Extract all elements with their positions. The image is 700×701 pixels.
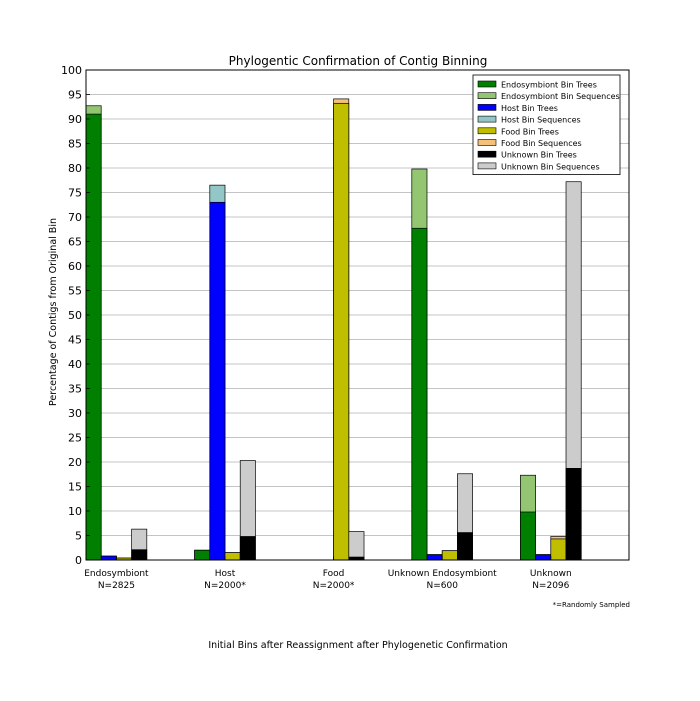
- bar-endosymbiont-bin-trees: [85, 113, 102, 561]
- x-tick-label: Unknown Endosymbiont: [388, 569, 497, 579]
- bar-endosymbiont-bin-trees: [520, 511, 536, 561]
- footnote: *=Randomly Sampled: [553, 601, 630, 609]
- y-tick-label: 60: [68, 260, 82, 273]
- x-tick-sublabel: N=2000*: [204, 581, 246, 591]
- x-tick-label: Food: [323, 569, 345, 579]
- y-tick-label: 95: [68, 89, 82, 102]
- legend-label: Host Bin Sequences: [501, 116, 581, 125]
- bars: [85, 98, 582, 561]
- bar-food-bin-trees: [550, 538, 567, 561]
- bar-unknown-bin-trees: [457, 532, 473, 561]
- bar-host-bin-trees: [209, 201, 226, 561]
- y-tick-label: 10: [68, 505, 82, 518]
- bar-endosymbiont-bin-trees: [411, 227, 428, 561]
- bar-food-bin-trees: [333, 102, 350, 561]
- legend-swatch: [477, 162, 497, 170]
- y-tick-label: 80: [68, 162, 82, 175]
- y-tick-label: 25: [68, 432, 82, 445]
- x-tick-label: Unknown: [530, 569, 572, 579]
- legend-swatch: [477, 80, 497, 88]
- legend-label: Unknown Bin Trees: [501, 151, 577, 160]
- x-tick-sublabel: N=2000*: [313, 581, 355, 591]
- y-tick-label: 70: [68, 211, 82, 224]
- y-axis-label: Percentage of Contigs from Original Bin: [48, 218, 59, 406]
- legend-swatch: [477, 104, 497, 111]
- x-tick-sublabel: N=2825: [98, 581, 135, 591]
- y-tick-label: 90: [68, 113, 82, 126]
- bar-endosymbiont-bin-trees: [194, 549, 211, 561]
- y-tick-label: 0: [75, 554, 82, 567]
- legend-label: Food Bin Sequences: [501, 139, 582, 148]
- y-tick-label: 5: [75, 530, 82, 543]
- gridlines: [86, 94, 629, 536]
- legend-label: Food Bin Trees: [501, 127, 559, 136]
- plot-frame: [85, 69, 630, 561]
- bar-food-bin-trees: [224, 552, 241, 561]
- y-tick-label: 35: [68, 383, 82, 396]
- x-tick-label: Host: [215, 569, 236, 579]
- y-tick-label: 30: [68, 407, 82, 420]
- y-tick-labels: 0 5 10 15 20 25 30 35 40 45 50 55 60 65 70 75 80 85 90 95 10…: [61, 64, 90, 567]
- y-tick-label: 65: [68, 236, 82, 249]
- legend-box: [472, 74, 621, 175]
- x-axis-label: Initial Bins after Reassignment after Ph…: [208, 640, 507, 651]
- legend-swatch: [477, 127, 497, 135]
- legend-swatch: [477, 115, 497, 123]
- y-tick-label: 100: [61, 64, 82, 77]
- y-tick-label: 55: [68, 285, 82, 298]
- y-tick-label: 40: [68, 358, 82, 371]
- y-tick-label: 15: [68, 481, 82, 494]
- bar-unknown-bin-trees: [131, 549, 148, 561]
- bar-host-bin-trees: [100, 555, 117, 561]
- y-tick-label: 85: [68, 138, 82, 151]
- x-tick-labels: Endosymbiont N=2825 Host N=2000* Food N=2000*…: [84, 556, 572, 591]
- y-tick-label: 50: [68, 309, 82, 322]
- bar-unknown-bin-trees: [239, 536, 256, 561]
- legend-label: Endosymbiont Bin Sequences: [501, 92, 620, 101]
- bar-unknown-bin-sequences: [348, 531, 365, 561]
- legend: Endosymbiont Bin Trees Endosymbiont Bin S…: [472, 74, 621, 175]
- bar-host-bin-trees: [535, 554, 552, 561]
- legend-swatch: [477, 139, 497, 146]
- legend-swatch: [477, 92, 497, 99]
- legend-label: Endosymbiont Bin Trees: [501, 81, 597, 90]
- legend-swatch: [477, 150, 497, 158]
- x-tick-label: Endosymbiont: [84, 569, 149, 579]
- bar-host-bin-trees: [426, 554, 443, 561]
- legend-label: Host Bin Trees: [501, 104, 558, 113]
- y-tick-label: 45: [68, 334, 82, 347]
- legend-label: Unknown Bin Sequences: [501, 162, 600, 171]
- y-tick-label: 20: [68, 456, 82, 469]
- x-tick-sublabel: N=2096: [532, 581, 569, 591]
- chart-title: Phylogentic Confirmation of Contig Binni…: [229, 54, 488, 68]
- x-tick-sublabel: N=600: [426, 581, 458, 591]
- y-tick-label: 75: [68, 187, 82, 200]
- bar-food-bin-trees: [441, 550, 458, 561]
- bar-unknown-bin-trees: [565, 468, 582, 561]
